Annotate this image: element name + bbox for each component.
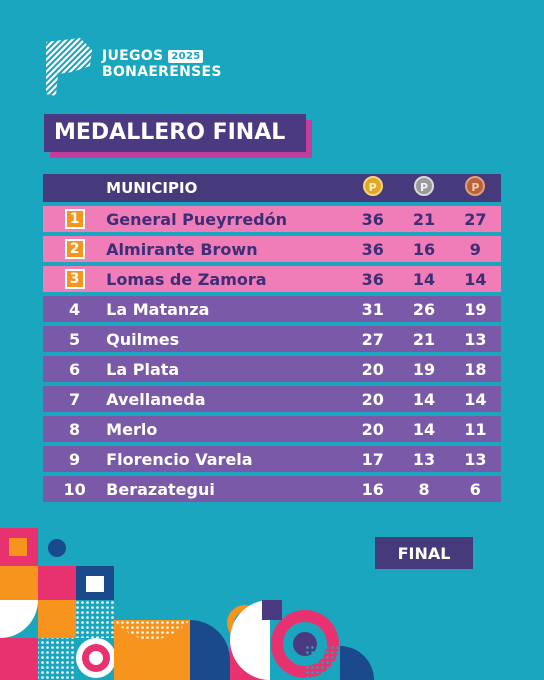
gold-count: 17 bbox=[361, 449, 384, 469]
silver-count: 21 bbox=[412, 329, 436, 349]
rank-number: 2 bbox=[64, 239, 85, 259]
silver-count: 14 bbox=[412, 269, 436, 289]
gold-count: 16 bbox=[361, 479, 384, 499]
gold-count: 36 bbox=[361, 239, 384, 259]
gold-medal-icon: P bbox=[362, 176, 383, 196]
table-header: MUNICIPIO P P P bbox=[43, 174, 501, 202]
rank-number: 8 bbox=[69, 419, 81, 439]
rank-cell: 5 bbox=[43, 330, 106, 349]
municipio-name: General Pueyrredón bbox=[106, 209, 288, 229]
rank-number: 9 bbox=[69, 449, 81, 469]
municipio-name: Florencio Varela bbox=[106, 449, 253, 469]
table-row: 5 Quilmes 27 21 13 bbox=[43, 326, 501, 352]
medal-table: MUNICIPIO P P P 1 General Pueyrredón 36 21 2… bbox=[43, 174, 501, 502]
municipio-name: Berazategui bbox=[106, 479, 215, 499]
gold-count: 36 bbox=[361, 269, 384, 289]
bronze-medal-icon: P bbox=[465, 176, 486, 196]
silver-count: 13 bbox=[412, 449, 436, 469]
silver-count: 19 bbox=[412, 359, 436, 379]
municipio-name: La Plata bbox=[106, 359, 180, 379]
municipio-name: Avellaneda bbox=[106, 389, 206, 409]
silver-count: 26 bbox=[412, 299, 436, 319]
table-row: 10 Berazategui 16 8 6 bbox=[43, 476, 501, 502]
gold-count: 31 bbox=[361, 299, 384, 319]
logo-year: 2025 bbox=[168, 49, 204, 63]
title-banner: MEDALLERO FINAL bbox=[44, 114, 312, 158]
rank-number: 4 bbox=[69, 299, 81, 319]
final-badge: FINAL bbox=[375, 537, 473, 569]
table-row: 2 Almirante Brown 36 16 9 bbox=[43, 236, 501, 262]
table-row: 8 Merlo 20 14 11 bbox=[43, 416, 501, 442]
gold-count: 27 bbox=[361, 329, 384, 349]
rank-number: 5 bbox=[69, 329, 81, 349]
table-row: 9 Florencio Varela 17 13 13 bbox=[43, 446, 501, 472]
rank-cell: 8 bbox=[43, 420, 106, 439]
rank-cell: 9 bbox=[43, 450, 106, 469]
silver-count: 21 bbox=[412, 209, 436, 229]
rank-cell: 4 bbox=[43, 300, 106, 319]
table-row: 6 La Plata 20 19 18 bbox=[43, 356, 501, 382]
rank-number: 3 bbox=[64, 269, 85, 289]
bronze-count: 11 bbox=[464, 419, 487, 439]
municipio-name: Almirante Brown bbox=[106, 239, 258, 259]
rank-cell: 10 bbox=[43, 480, 106, 499]
bronze-count: 6 bbox=[469, 479, 481, 499]
silver-count: 14 bbox=[412, 389, 436, 409]
bronze-count: 27 bbox=[464, 209, 487, 229]
province-map-icon bbox=[46, 38, 92, 96]
bronze-count: 14 bbox=[464, 269, 487, 289]
page-title: MEDALLERO FINAL bbox=[44, 114, 306, 152]
rank-number: 7 bbox=[69, 389, 81, 409]
municipio-name: Merlo bbox=[106, 419, 158, 439]
rank-number: 1 bbox=[64, 209, 85, 229]
bronze-count: 9 bbox=[469, 239, 481, 259]
decorative-pattern bbox=[0, 528, 374, 680]
bronze-count: 13 bbox=[464, 449, 487, 469]
silver-medal-icon: P bbox=[414, 176, 435, 196]
rank-cell: 7 bbox=[43, 390, 106, 409]
rank-cell: 6 bbox=[43, 360, 106, 379]
municipio-name: Lomas de Zamora bbox=[106, 269, 267, 289]
table-row: 7 Avellaneda 20 14 14 bbox=[43, 386, 501, 412]
municipio-name: Quilmes bbox=[106, 329, 180, 349]
silver-count: 8 bbox=[418, 479, 430, 499]
rank-cell: 1 bbox=[43, 209, 106, 229]
logo-line1: JUEGOS bbox=[102, 48, 164, 64]
bronze-count: 18 bbox=[464, 359, 487, 379]
bronze-count: 13 bbox=[464, 329, 487, 349]
juegos-bonaerenses-logo: JUEGOS 2025 BONAERENSES bbox=[42, 36, 242, 98]
table-row: 3 Lomas de Zamora 36 14 14 bbox=[43, 266, 501, 292]
rank-number: 10 bbox=[63, 479, 86, 499]
gold-count: 20 bbox=[361, 419, 384, 439]
table-row: 1 General Pueyrredón 36 21 27 bbox=[43, 206, 501, 232]
silver-count: 16 bbox=[412, 239, 436, 259]
gold-count: 20 bbox=[361, 359, 384, 379]
municipio-header: MUNICIPIO bbox=[106, 179, 198, 197]
rank-cell: 3 bbox=[43, 269, 106, 289]
gold-count: 36 bbox=[361, 209, 384, 229]
gold-count: 20 bbox=[361, 389, 384, 409]
rank-number: 6 bbox=[69, 359, 81, 379]
municipio-name: La Matanza bbox=[106, 299, 210, 319]
bronze-count: 19 bbox=[464, 299, 487, 319]
table-row: 4 La Matanza 31 26 19 bbox=[43, 296, 501, 322]
bronze-count: 14 bbox=[464, 389, 487, 409]
logo-line2: BONAERENSES bbox=[102, 64, 222, 80]
rank-cell: 2 bbox=[43, 239, 106, 259]
silver-count: 14 bbox=[412, 419, 436, 439]
